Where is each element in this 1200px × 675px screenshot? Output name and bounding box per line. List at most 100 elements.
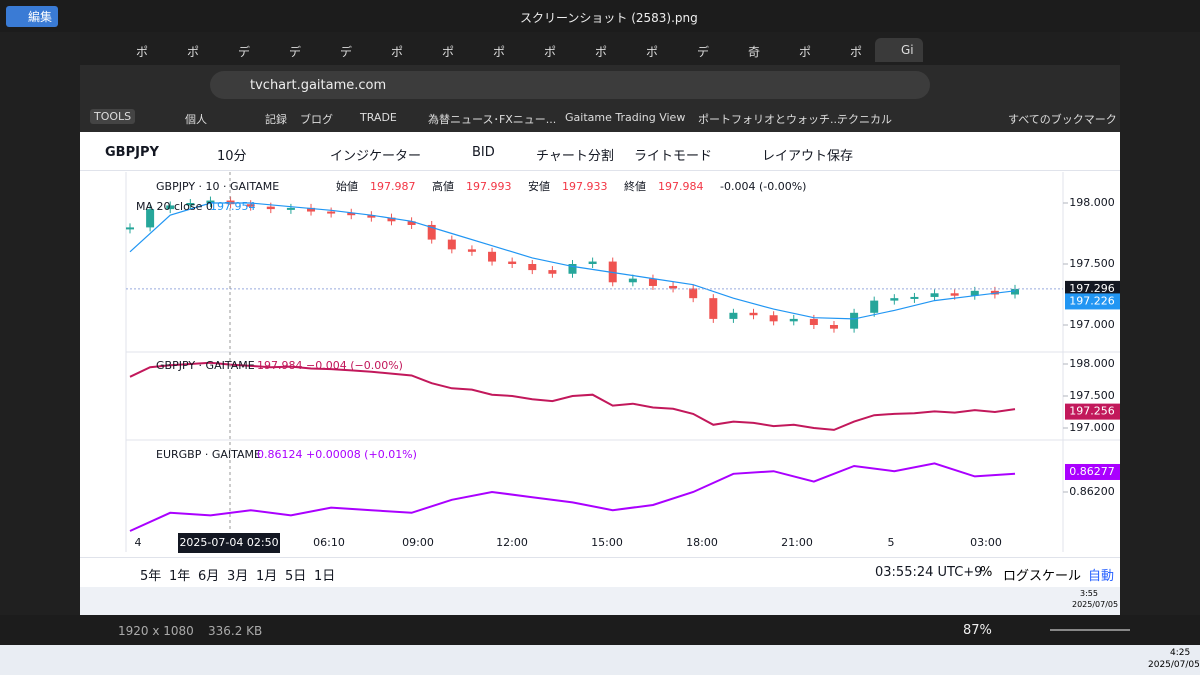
candle: [206, 200, 215, 203]
candle: [266, 206, 275, 210]
log-toggle[interactable]: ログスケール: [1003, 569, 1082, 584]
auto-toggle[interactable]: 自動: [1088, 569, 1115, 584]
candle: [970, 290, 979, 296]
price-label: 197.500: [1069, 257, 1115, 270]
time-label: 09:00: [402, 536, 434, 549]
percent-toggle[interactable]: %: [980, 565, 993, 580]
bookmark[interactable]: 記録: [265, 113, 287, 126]
plot-bg: [126, 172, 1120, 552]
toolbar-item[interactable]: GBPJPY: [105, 145, 159, 160]
date: 2025/07/05: [1148, 660, 1200, 670]
browser: ポ ポ デ デ デ ポ ポ ポ ポ ポ ポ デ 奇 ポ ポ Gi tvchart.gaitame.com TO…: [80, 32, 1120, 615]
gbpjpy-line: [129, 361, 1016, 431]
bookmark[interactable]: 個人: [185, 113, 207, 126]
zoom-level[interactable]: 87%: [963, 623, 992, 638]
bookmark[interactable]: ブログ: [300, 113, 333, 126]
browser-tab[interactable]: ポ: [595, 45, 608, 59]
time-label: 06:10: [313, 536, 345, 549]
eurgbp-line: [129, 462, 1016, 532]
browser-tab[interactable]: ポ: [391, 45, 404, 59]
browser-tab[interactable]: 奇: [748, 45, 761, 59]
bookmark[interactable]: TRADE: [360, 111, 397, 124]
range-button[interactable]: 1日: [314, 569, 336, 584]
url-box[interactable]: [210, 71, 930, 99]
url: tvchart.gaitame.com: [250, 78, 387, 93]
pane2-legend: GBPJPY · GAITAME: [156, 359, 255, 372]
candle: [307, 207, 316, 212]
ma-legend: MA 20 close 0: [136, 200, 213, 213]
price-badge-label: 197.296: [1069, 282, 1115, 295]
range-button[interactable]: 3月: [227, 569, 249, 584]
toolbar-item[interactable]: インジケーター: [330, 149, 422, 164]
range-button[interactable]: 6月: [198, 569, 220, 584]
browser-tab[interactable]: ポ: [850, 45, 863, 59]
browser-tab[interactable]: デ: [697, 45, 710, 59]
candle: [508, 261, 517, 264]
toolbar-item[interactable]: チャート分割: [536, 149, 614, 164]
candle: [729, 312, 738, 319]
ohlc-item: 高値: [432, 179, 454, 193]
candle: [427, 224, 436, 240]
browser-tab[interactable]: ポ: [187, 45, 200, 59]
time-label: 15:00: [591, 536, 623, 549]
edit-button[interactable]: 編集: [6, 6, 59, 27]
browser-tab[interactable]: デ: [238, 45, 251, 59]
bookmark[interactable]: 為替ニュース･FXニュー...: [428, 113, 557, 126]
candle: [628, 278, 637, 283]
bookmark[interactable]: Gaitame Trading View: [565, 111, 686, 124]
browser-tab[interactable]: ポ: [136, 45, 149, 59]
bookmark[interactable]: ポートフォリオとウォッチ...: [698, 113, 841, 126]
ohlc-item: 197.984: [658, 180, 704, 193]
time-label: 5: [888, 536, 895, 549]
chart-toolbar: GBPJPY 10分 インジケーター BID チャート分割 ライトモード レイアウト保存: [80, 135, 1120, 171]
range-button[interactable]: 5日: [285, 569, 307, 584]
browser-tab[interactable]: Gi: [875, 38, 923, 62]
candle: [588, 261, 597, 264]
price-label: 197.000: [1069, 421, 1115, 434]
ma-legend-value: 197.954: [210, 200, 256, 213]
bookmark[interactable]: すべてのブックマーク: [1008, 113, 1117, 126]
browser-tab[interactable]: ポ: [493, 45, 506, 59]
candle: [146, 209, 155, 228]
price-badge-label: 0.86277: [1069, 465, 1115, 478]
range-button[interactable]: 5年: [140, 569, 162, 584]
image-size: 1920 x 1080: [118, 624, 194, 638]
candle: [488, 251, 497, 262]
browser-tab[interactable]: デ: [340, 45, 353, 59]
time-label: 12:00: [496, 536, 528, 549]
browser-tab[interactable]: ポ: [646, 45, 659, 59]
browser-tab[interactable]: デ: [289, 45, 302, 59]
zoom-slider[interactable]: [1050, 629, 1130, 631]
browser-tab[interactable]: ポ: [544, 45, 557, 59]
candle: [689, 288, 698, 299]
price-label: 197.000: [1069, 318, 1115, 331]
price-badge: [1065, 463, 1120, 480]
candle: [327, 211, 336, 214]
candle: [789, 318, 798, 322]
toolbar-item[interactable]: ライトモード: [634, 149, 713, 164]
browser-tab[interactable]: ポ: [442, 45, 455, 59]
time-label: 4: [135, 536, 142, 549]
candle: [749, 312, 758, 316]
bookmark[interactable]: TOOLS: [90, 109, 136, 124]
candle: [528, 264, 537, 271]
bookmark[interactable]: テクニカル: [837, 113, 892, 126]
candle: [186, 203, 195, 206]
pane2-value: 197.984 −0.004 (−0.00%): [257, 359, 403, 372]
candle: [910, 296, 919, 299]
range-button[interactable]: 1月: [256, 569, 278, 584]
candle: [769, 315, 778, 322]
range-button[interactable]: 1年: [169, 569, 191, 584]
browser-tab[interactable]: ポ: [799, 45, 812, 59]
candle: [648, 278, 657, 286]
chart-area: 198.000 197.500 197.000 198.000 197.500 197.0…: [125, 172, 1120, 553]
toolbar-item[interactable]: 10分: [217, 149, 247, 164]
ohlc-item: 197.987: [370, 180, 416, 193]
time-label: 21:00: [781, 536, 813, 549]
toolbar-item[interactable]: レイアウト保存: [762, 149, 854, 164]
candle: [407, 221, 416, 225]
candle: [870, 300, 879, 313]
toolbar-item[interactable]: BID: [472, 145, 495, 160]
address-bar: tvchart.gaitame.com: [80, 65, 1120, 105]
inner-clock: 3:55: [1080, 589, 1098, 598]
